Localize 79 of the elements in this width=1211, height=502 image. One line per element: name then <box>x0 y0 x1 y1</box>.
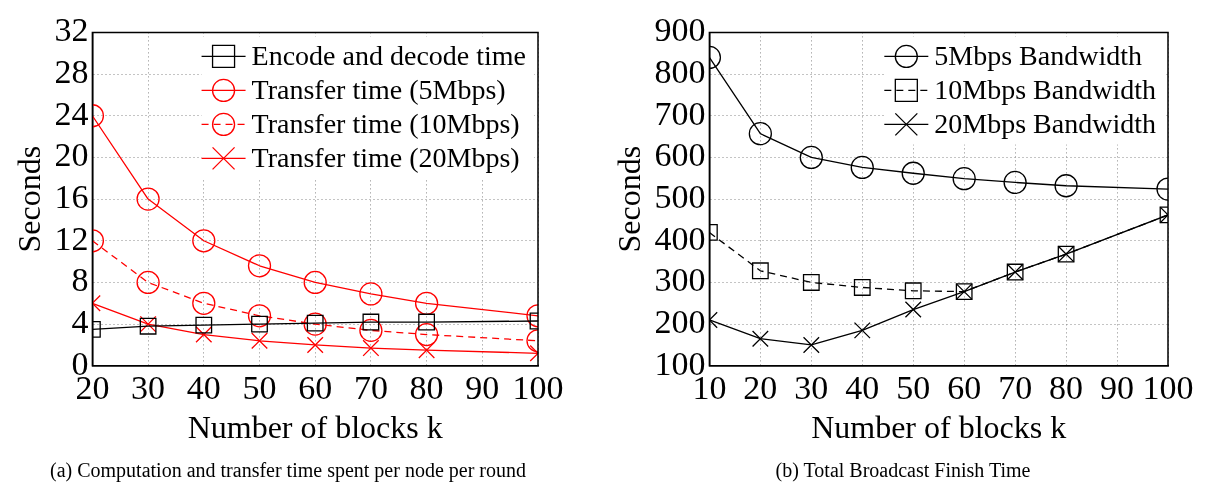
point <box>414 322 439 347</box>
legend-label: Transfer time (5Mbps) <box>251 73 506 105</box>
y-tick-label: 800 <box>654 53 706 90</box>
y-tick-label: 16 <box>54 178 89 216</box>
text: (a) Computation and transfer time spent per node per round <box>49 459 527 482</box>
x-tick-label: 30 <box>794 369 829 407</box>
point <box>901 161 925 185</box>
point <box>853 321 871 339</box>
legend-label: Encode and decode time <box>251 39 526 71</box>
point <box>195 326 213 343</box>
point <box>418 313 436 331</box>
legend-label: Transfer time (20Mbps) <box>251 141 520 173</box>
y-tick-label: 32 <box>54 11 89 49</box>
y-tick-label: 28 <box>54 53 89 90</box>
point <box>192 229 216 253</box>
point <box>192 291 216 315</box>
point <box>904 301 922 318</box>
point <box>136 187 160 211</box>
point <box>904 282 922 300</box>
y-tick-label: 700 <box>654 94 706 132</box>
legend-label: 10Mbps Bandwidth <box>934 73 1157 105</box>
text: (b) Total Broadcast Finish Time <box>774 459 1032 482</box>
x-tick-label: 50 <box>896 369 931 407</box>
x-tick-label: 90 <box>465 369 500 407</box>
point <box>850 155 874 180</box>
point <box>748 122 773 146</box>
point <box>952 167 976 191</box>
x-tick-label: 100 <box>1142 369 1194 407</box>
x-axis-title: Number of blocks k <box>187 409 443 446</box>
point <box>751 330 769 348</box>
y-tick-label: 12 <box>54 219 89 257</box>
point <box>306 336 324 354</box>
y-tick-label: 24 <box>54 94 89 132</box>
x-tick-label: 20 <box>743 369 778 407</box>
y-tick-label: 20 <box>54 136 89 174</box>
x-tick-label: 40 <box>186 369 221 407</box>
x-tick-label: 50 <box>242 369 277 407</box>
y-tick-label: 400 <box>654 219 706 257</box>
point <box>418 341 436 359</box>
point <box>802 274 820 291</box>
y-tick-label: 600 <box>654 136 706 174</box>
point <box>1054 174 1078 198</box>
point <box>359 318 383 343</box>
point <box>751 262 769 280</box>
point <box>362 339 380 357</box>
legend-label: 20Mbps Bandwidth <box>934 107 1157 139</box>
legend-label: 5Mbps Bandwidth <box>934 39 1143 71</box>
point <box>853 279 871 296</box>
y-tick-label: 200 <box>654 303 706 341</box>
x-tick-label: 70 <box>998 369 1033 407</box>
point <box>247 304 272 328</box>
point <box>303 270 327 295</box>
x-tick-label: 40 <box>845 369 880 407</box>
point <box>414 291 439 315</box>
y-tick-label: 900 <box>654 11 706 49</box>
point <box>251 332 268 350</box>
y-tick-label: 8 <box>71 261 89 299</box>
x-tick-label: 60 <box>298 369 333 407</box>
legend-label: Transfer time (10Mbps) <box>251 107 520 139</box>
x-tick-label: 60 <box>947 369 982 407</box>
point <box>247 254 272 278</box>
y-tick-label: 4 <box>71 303 89 341</box>
y-tick-label: 300 <box>654 261 706 299</box>
point <box>1003 170 1027 195</box>
x-tick-label: 80 <box>1049 369 1084 407</box>
y-axis-title: Seconds <box>10 145 47 253</box>
x-tick-label: 70 <box>353 369 388 407</box>
x-tick-label: 100 <box>512 369 564 407</box>
x-tick-label: 90 <box>1100 369 1135 407</box>
point <box>802 336 820 354</box>
y-axis-title: Seconds <box>610 145 647 253</box>
x-tick-label: 30 <box>131 369 166 407</box>
x-axis-title: Number of blocks k <box>811 409 1067 446</box>
x-tick-label: 80 <box>409 369 444 407</box>
point <box>195 316 213 334</box>
point <box>799 145 823 170</box>
point <box>359 282 383 306</box>
point <box>136 270 160 295</box>
y-tick-label: 500 <box>654 178 706 216</box>
